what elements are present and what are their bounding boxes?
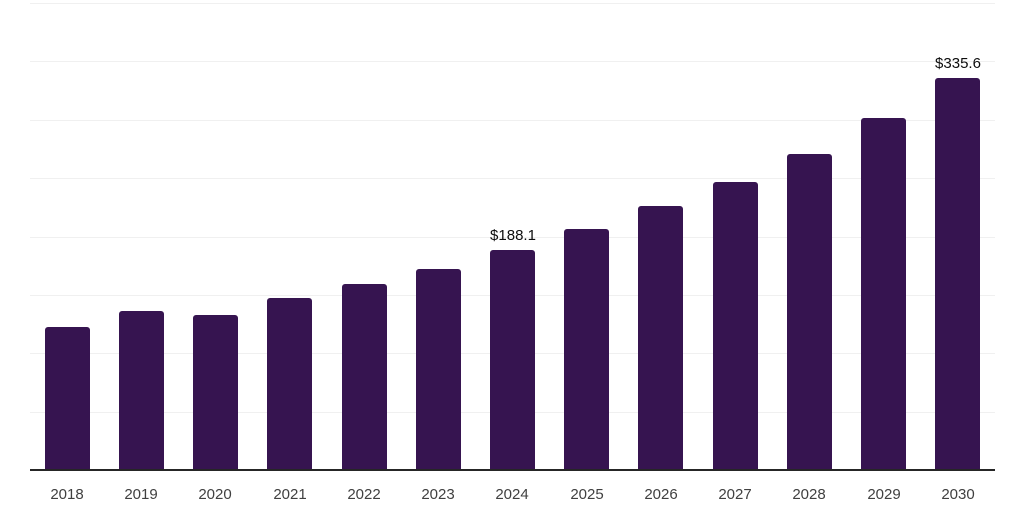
- x-tick-label-2020: 2020: [198, 486, 232, 503]
- bar-2020: [193, 315, 238, 470]
- x-tick-label-2027: 2027: [718, 486, 752, 503]
- bar-2026: [638, 206, 683, 470]
- x-tick-label-2024: 2024: [495, 486, 529, 503]
- x-tick-label-2021: 2021: [273, 486, 307, 503]
- bar-2027: [713, 182, 758, 470]
- x-tick-label-2018: 2018: [50, 486, 84, 503]
- bar-2024: [490, 250, 535, 470]
- bar-2025: [564, 229, 609, 470]
- data-label-2030: $335.6: [935, 55, 981, 72]
- x-tick-label-2030: 2030: [941, 486, 975, 503]
- bar-2028: [787, 154, 832, 470]
- x-tick-label-2028: 2028: [792, 486, 826, 503]
- x-tick-label-2019: 2019: [124, 486, 158, 503]
- data-label-2024: $188.1: [490, 227, 536, 244]
- gridline: [30, 120, 995, 121]
- bar-2023: [416, 269, 461, 470]
- bar-2021: [267, 298, 312, 470]
- gridline: [30, 61, 995, 62]
- x-axis-line: [30, 469, 995, 471]
- x-tick-label-2022: 2022: [347, 486, 381, 503]
- gridline: [30, 3, 995, 4]
- bar-2029: [861, 118, 906, 470]
- bar-2019: [119, 311, 164, 470]
- x-tick-label-2023: 2023: [421, 486, 455, 503]
- x-tick-label-2029: 2029: [867, 486, 901, 503]
- x-tick-label-2026: 2026: [644, 486, 678, 503]
- x-tick-label-2025: 2025: [570, 486, 604, 503]
- bar-2018: [45, 327, 90, 470]
- gridline: [30, 178, 995, 179]
- bar-2030: [935, 78, 980, 470]
- bar-2022: [342, 284, 387, 470]
